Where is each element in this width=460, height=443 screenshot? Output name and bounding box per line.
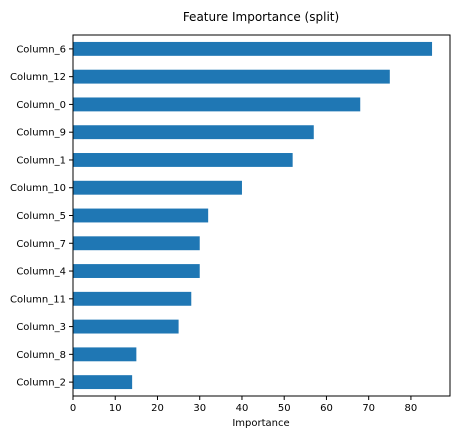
y-tick-label: Column_4 [16, 267, 66, 278]
bar-column-4 [73, 264, 200, 278]
x-tick-label: 40 [236, 403, 249, 414]
x-tick-label: 20 [151, 403, 164, 414]
y-tick-label: Column_5 [16, 211, 66, 222]
bar-column-12 [73, 69, 390, 84]
bar-column-7 [73, 236, 200, 251]
x-ticks-layer: 0 10 20 30 40 50 60 70 80 [70, 396, 417, 414]
bar-column-10 [73, 180, 242, 195]
y-ticks-layer: Column_6 Column_12 Column_0 Column_9 Column_… [10, 44, 73, 389]
y-tick-label: Column_7 [16, 239, 66, 250]
bar-column-11 [73, 291, 192, 306]
x-tick-label: 60 [320, 403, 333, 414]
y-tick-label: Column_2 [16, 378, 66, 389]
bar-column-0 [73, 97, 361, 112]
y-tick-label: Column_3 [16, 322, 66, 333]
y-tick-label: Column_9 [16, 128, 66, 139]
bar-column-6 [73, 41, 433, 56]
x-tick-label: 70 [362, 403, 375, 414]
x-axis-title: Importance [232, 418, 289, 429]
bar-column-5 [73, 208, 209, 223]
bar-column-8 [73, 347, 137, 362]
x-tick-label: 30 [193, 403, 206, 414]
bar-column-3 [73, 319, 179, 334]
y-tick-label: Column_6 [16, 44, 66, 55]
y-tick-label: Column_0 [16, 100, 66, 111]
bars-layer [73, 41, 433, 390]
y-tick-label: Column_1 [16, 155, 66, 166]
bar-column-1 [73, 153, 293, 167]
y-tick-label: Column_10 [10, 183, 66, 194]
chart-title: Feature Importance (split) [183, 10, 339, 24]
bar-column-9 [73, 125, 314, 140]
y-tick-label: Column_8 [16, 350, 66, 361]
x-tick-label: 80 [405, 403, 418, 414]
y-tick-label: Column_11 [10, 294, 66, 305]
x-tick-label: 0 [70, 403, 76, 414]
y-tick-label: Column_12 [10, 72, 66, 83]
bar-column-2 [73, 375, 133, 390]
x-tick-label: 10 [109, 403, 122, 414]
x-tick-label: 50 [278, 403, 291, 414]
